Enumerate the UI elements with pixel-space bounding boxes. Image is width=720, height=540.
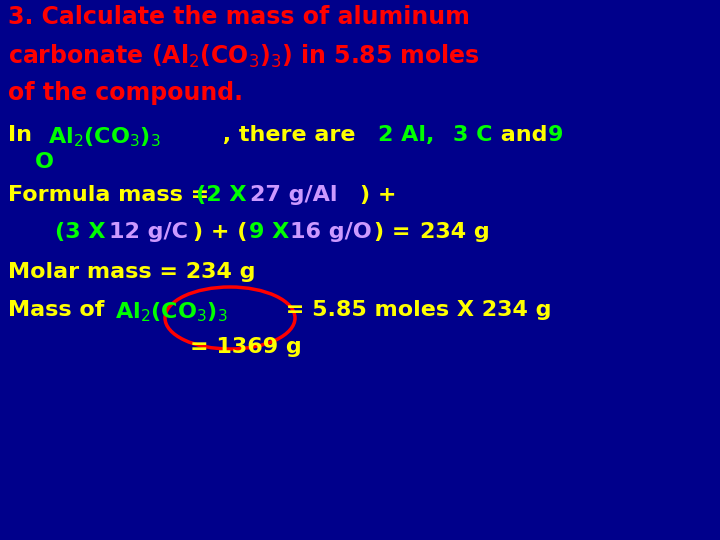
Text: 27 g/Al: 27 g/Al <box>250 185 338 205</box>
Text: Al$_2$(CO$_3$)$_3$: Al$_2$(CO$_3$)$_3$ <box>115 300 228 323</box>
Text: (3 X: (3 X <box>55 222 113 242</box>
Text: In: In <box>8 125 40 145</box>
Text: of the compound.: of the compound. <box>8 81 243 105</box>
Text: = 5.85 moles X 234 g: = 5.85 moles X 234 g <box>278 300 552 320</box>
Text: Formula mass =: Formula mass = <box>8 185 217 205</box>
Text: O: O <box>35 152 54 172</box>
Text: Mass of: Mass of <box>8 300 112 320</box>
Text: , there are: , there are <box>215 125 364 145</box>
Text: 2 Al,: 2 Al, <box>378 125 434 145</box>
Text: 12 g/C: 12 g/C <box>109 222 188 242</box>
Text: and: and <box>493 125 555 145</box>
Text: carbonate (Al$_2$(CO$_3$)$_3$) in 5.85 moles: carbonate (Al$_2$(CO$_3$)$_3$) in 5.85 m… <box>8 43 480 70</box>
Text: 3. Calculate the mass of aluminum: 3. Calculate the mass of aluminum <box>8 5 470 29</box>
Text: 9 X: 9 X <box>249 222 297 242</box>
Text: ) =: ) = <box>374 222 418 242</box>
Text: ) + (: ) + ( <box>193 222 248 242</box>
Text: = 1369 g: = 1369 g <box>190 337 302 357</box>
Text: 3 C: 3 C <box>453 125 492 145</box>
Text: Al$_2$(CO$_3$)$_3$: Al$_2$(CO$_3$)$_3$ <box>48 125 161 148</box>
Text: 16 g/O: 16 g/O <box>290 222 372 242</box>
Text: 9: 9 <box>548 125 563 145</box>
Text: ) +: ) + <box>360 185 397 205</box>
Text: (2 X: (2 X <box>196 185 254 205</box>
Text: 234 g: 234 g <box>420 222 490 242</box>
Text: Molar mass = 234 g: Molar mass = 234 g <box>8 262 256 282</box>
